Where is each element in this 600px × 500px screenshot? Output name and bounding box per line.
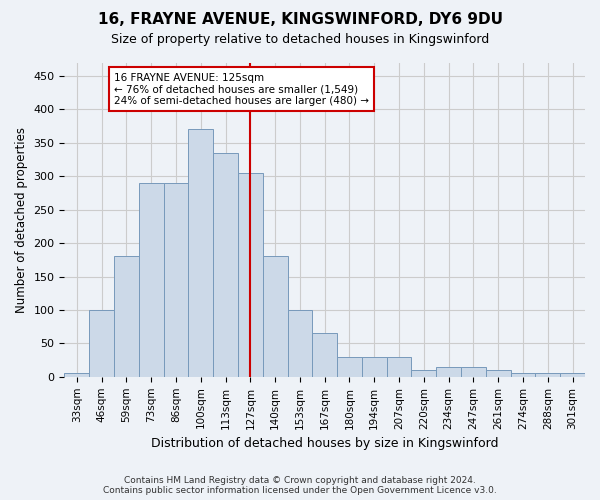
Y-axis label: Number of detached properties: Number of detached properties bbox=[15, 126, 28, 312]
Bar bbox=[511, 374, 535, 377]
Bar bbox=[560, 374, 585, 377]
Bar bbox=[287, 310, 313, 377]
Bar bbox=[263, 256, 287, 377]
Bar bbox=[486, 370, 511, 377]
Bar bbox=[362, 357, 386, 377]
Bar bbox=[535, 374, 560, 377]
Bar bbox=[386, 357, 412, 377]
Text: 16 FRAYNE AVENUE: 125sqm
← 76% of detached houses are smaller (1,549)
24% of sem: 16 FRAYNE AVENUE: 125sqm ← 76% of detach… bbox=[114, 72, 369, 106]
Bar bbox=[89, 310, 114, 377]
Text: Contains HM Land Registry data © Crown copyright and database right 2024.
Contai: Contains HM Land Registry data © Crown c… bbox=[103, 476, 497, 495]
Bar bbox=[188, 130, 213, 377]
X-axis label: Distribution of detached houses by size in Kingswinford: Distribution of detached houses by size … bbox=[151, 437, 499, 450]
Bar bbox=[337, 357, 362, 377]
Text: 16, FRAYNE AVENUE, KINGSWINFORD, DY6 9DU: 16, FRAYNE AVENUE, KINGSWINFORD, DY6 9DU bbox=[97, 12, 503, 28]
Bar bbox=[238, 173, 263, 377]
Bar bbox=[213, 153, 238, 377]
Bar bbox=[436, 367, 461, 377]
Bar bbox=[461, 367, 486, 377]
Bar bbox=[313, 334, 337, 377]
Text: Size of property relative to detached houses in Kingswinford: Size of property relative to detached ho… bbox=[111, 32, 489, 46]
Bar bbox=[114, 256, 139, 377]
Bar bbox=[139, 183, 164, 377]
Bar bbox=[412, 370, 436, 377]
Bar bbox=[64, 374, 89, 377]
Bar bbox=[164, 183, 188, 377]
